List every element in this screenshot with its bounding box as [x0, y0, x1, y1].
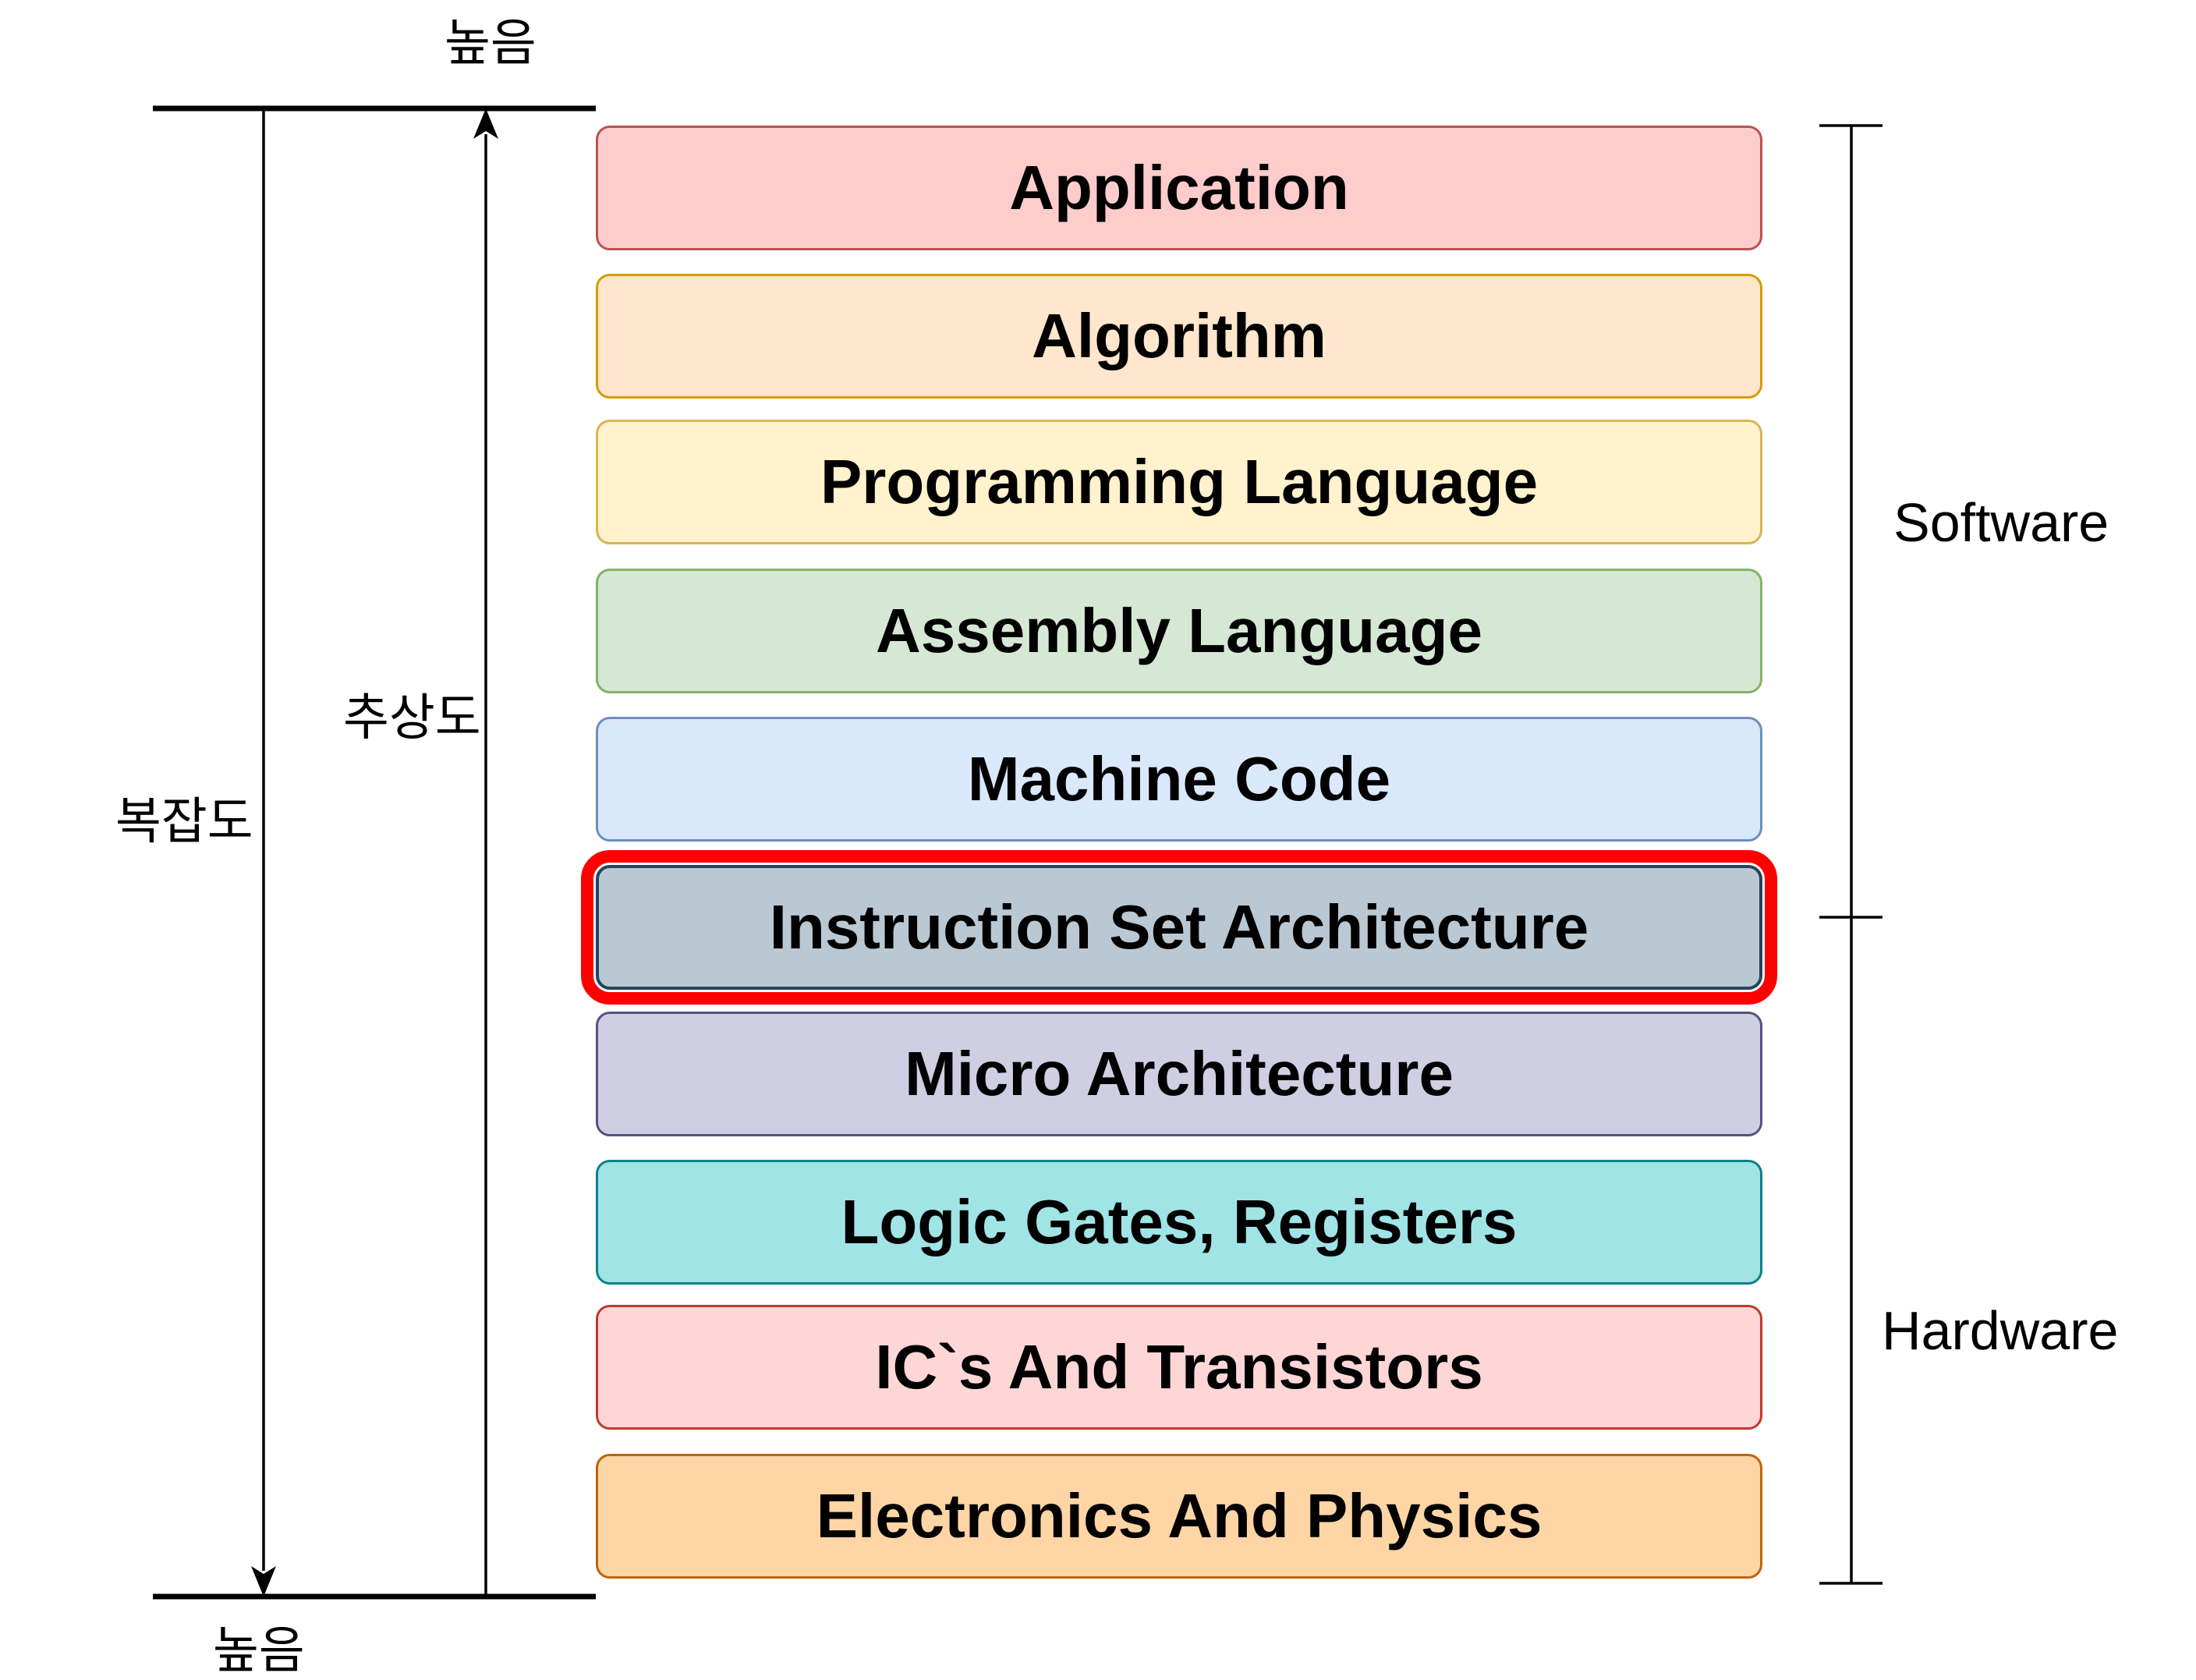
- layer-label: Electronics And Physics: [816, 1481, 1543, 1551]
- layer-application: Application: [596, 126, 1762, 250]
- layer-instruction-set-architecture-highlighted: Instruction Set Architecture: [581, 850, 1777, 1005]
- abstraction-arrowhead: [473, 108, 498, 139]
- layer-label: Assembly Language: [875, 596, 1482, 665]
- complexity-arrowhead: [251, 1566, 276, 1597]
- layer-label: Programming Language: [820, 447, 1539, 516]
- complexity-label: 복잡도: [115, 793, 253, 851]
- bottom-high-label: 높음: [213, 1622, 305, 1680]
- layer-machine-code: Machine Code: [596, 717, 1762, 842]
- layer-label: Micro Architecture: [905, 1039, 1454, 1108]
- layer-electronics-and-physics: Electronics And Physics: [596, 1454, 1762, 1579]
- layer-label: Algorithm: [1032, 301, 1326, 370]
- layer-programming-language: Programming Language: [596, 420, 1762, 544]
- layer-label: Machine Code: [967, 744, 1391, 813]
- layer-logic-gates-registers: Logic Gates, Registers: [596, 1160, 1762, 1285]
- layer-label: Application: [1009, 153, 1349, 222]
- layer-micro-architecture: Micro Architecture: [596, 1012, 1762, 1136]
- layer-algorithm: Algorithm: [596, 274, 1762, 399]
- layer-label: Logic Gates, Registers: [841, 1187, 1518, 1256]
- layer-label: Instruction Set Architecture: [769, 892, 1589, 962]
- abstraction-label: 추상도: [343, 689, 481, 747]
- layer-assembly-language: Assembly Language: [596, 569, 1762, 693]
- layer-label: IC`s And Transistors: [875, 1332, 1483, 1402]
- software-group-label: Software: [1893, 492, 2109, 553]
- hardware-group-label: Hardware: [1882, 1300, 2119, 1361]
- top-high-label: 높음: [445, 15, 537, 73]
- layer-ic-s-and-transistors: IC`s And Transistors: [596, 1305, 1762, 1430]
